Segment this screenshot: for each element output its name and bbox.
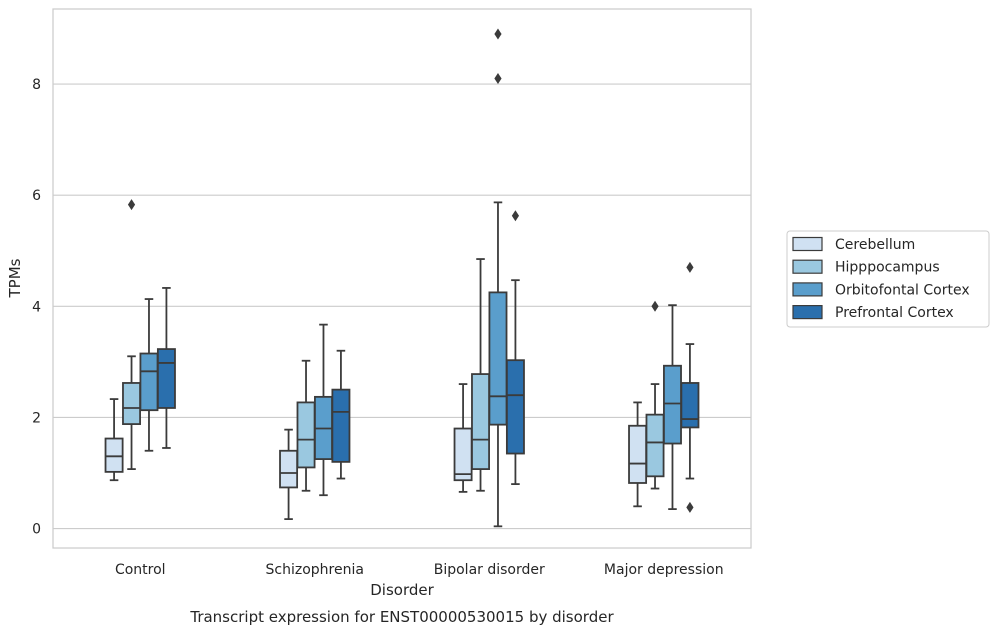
x-tick-label: Major depression [604, 562, 724, 578]
box-3-0 [628, 401, 648, 508]
chart-caption: Transcript expression for ENST0000053001… [189, 608, 614, 626]
legend-swatch [792, 236, 823, 252]
box-body [505, 359, 525, 455]
box-body [122, 382, 141, 425]
box-body [279, 449, 299, 489]
legend-swatch [792, 282, 823, 297]
legend-label: Prefrontal Cortex [835, 305, 954, 321]
x-tick-label: Schizophrenia [266, 562, 364, 578]
box-3-1 [645, 300, 665, 490]
box-body [488, 291, 508, 426]
x-tick-label: Bipolar disorder [434, 562, 545, 578]
box-body [645, 413, 665, 478]
box-body [680, 382, 700, 429]
box-0-0 [104, 398, 124, 482]
box-3-2 [663, 304, 682, 511]
x-axis-label: Disorder [370, 581, 434, 599]
boxes [104, 28, 700, 528]
x-tick-label: Control [115, 562, 166, 578]
outlier-point [686, 501, 694, 513]
outlier-point [127, 199, 136, 211]
box-body [296, 401, 316, 469]
box-body [104, 437, 124, 473]
legend-label: Orbitofontal Cortex [835, 282, 970, 298]
legend-frame [786, 230, 990, 328]
box-1-1 [296, 359, 316, 492]
y-tick-label: 2 [32, 410, 41, 426]
outlier-point [494, 28, 502, 40]
y-tick-label: 6 [32, 188, 41, 204]
outlier-point [651, 300, 659, 312]
box-body [331, 388, 351, 463]
y-tick-label: 0 [32, 522, 41, 538]
y-tick-labels: 0 2 4 6 8 [32, 77, 41, 538]
box-0-3 [156, 287, 176, 449]
x-tick-labels: Control Schizophrenia Bipolar disorder Majo… [115, 562, 724, 578]
box-1-3 [331, 349, 351, 480]
outlier-point [686, 261, 694, 273]
box-1-0 [279, 428, 299, 521]
legend-swatch [792, 305, 823, 320]
box-2-3 [505, 210, 525, 485]
box-body [156, 348, 176, 409]
box-body [628, 424, 648, 484]
box-2-2 [488, 28, 508, 528]
legend-swatch [792, 259, 823, 274]
plot-frame [52, 8, 752, 549]
y-tick-label: 4 [32, 299, 41, 315]
box-0-1 [122, 199, 141, 470]
box-body [471, 373, 490, 470]
outlier-point [511, 210, 520, 222]
y-tick-label: 8 [32, 77, 41, 93]
legend: Cerebellum Hipppocampus Orbitofontal Corte… [786, 230, 990, 328]
box-3-3 [680, 261, 700, 513]
box-body [663, 364, 682, 445]
legend-label: Hipppocampus [835, 260, 940, 276]
legend-label: Cerebellum [835, 237, 915, 253]
grid-lines [53, 83, 751, 530]
box-body [139, 352, 159, 412]
outlier-point [494, 72, 502, 84]
y-axis-label: TPMs [6, 258, 24, 298]
box-body [453, 427, 473, 482]
